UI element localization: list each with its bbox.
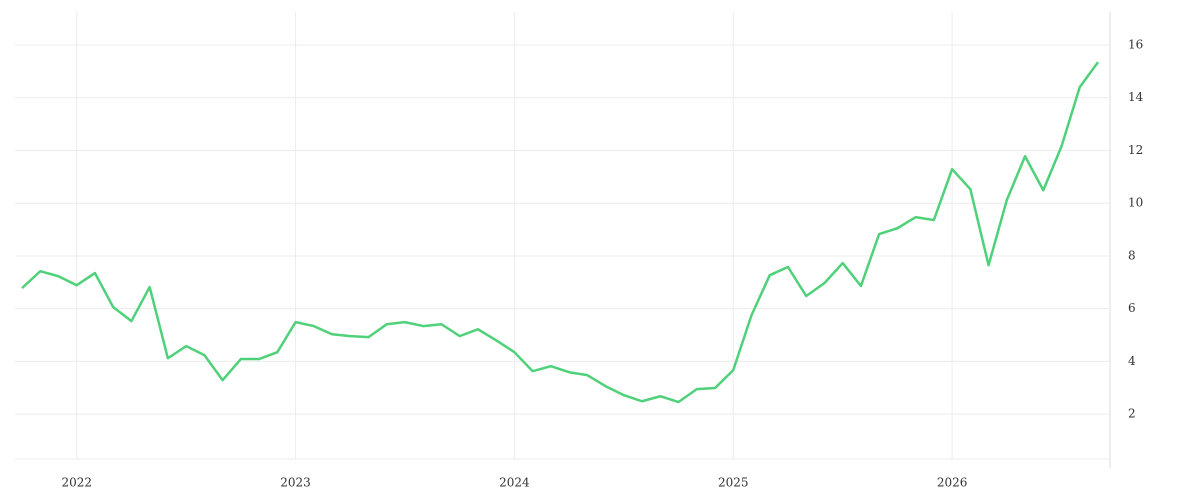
y-tick-label: 10 xyxy=(1128,196,1143,210)
x-tick-label: 2024 xyxy=(499,476,530,490)
y-tick-label: 12 xyxy=(1128,143,1143,157)
x-tick-label: 2022 xyxy=(61,476,92,490)
x-tick-label: 2026 xyxy=(937,476,968,490)
y-tick-label: 6 xyxy=(1128,301,1136,315)
y-tick-label: 14 xyxy=(1128,90,1144,104)
x-tick-label: 2023 xyxy=(280,476,311,490)
line-series xyxy=(21,61,1100,404)
y-tick-label: 2 xyxy=(1128,407,1136,421)
y-tick-label: 8 xyxy=(1128,248,1136,262)
x-tick-label: 2025 xyxy=(718,476,749,490)
y-tick-label: 4 xyxy=(1128,354,1136,368)
y-tick-label: 16 xyxy=(1128,37,1143,51)
